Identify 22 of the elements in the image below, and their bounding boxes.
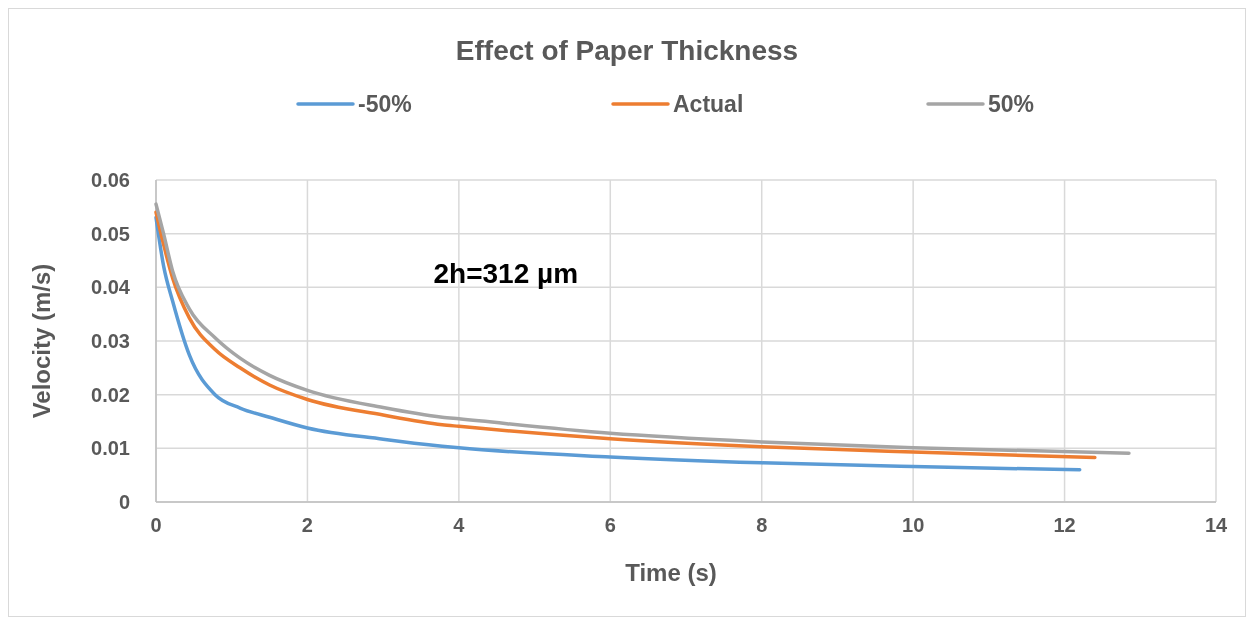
- x-tick-label: 4: [453, 514, 466, 536]
- chart-title: Effect of Paper Thickness: [455, 35, 799, 66]
- y-tick-label: 0.06: [91, 169, 130, 191]
- x-tick-label: 2: [301, 514, 313, 536]
- y-tick-label: 0.04: [91, 276, 131, 299]
- y-axis-title: Velocity (m/s): [28, 263, 55, 419]
- annotation: 2h=312 µm: [433, 258, 579, 290]
- x-tick-label: 8: [756, 514, 768, 536]
- legend-label: -50%: [358, 91, 412, 117]
- y-tick-label: 0.01: [91, 437, 130, 460]
- y-tick-label: 0.05: [91, 222, 130, 245]
- y-tick-label: 0: [118, 491, 130, 513]
- legend-label: Actual: [673, 91, 744, 117]
- y-tick-label: 0.03: [91, 330, 130, 352]
- x-tick-label: 6: [604, 514, 616, 536]
- y-tick-label: 0.02: [91, 383, 130, 406]
- x-tick-label: 10: [902, 514, 925, 536]
- x-tick-label: 0: [150, 514, 162, 536]
- legend-label: 50%: [988, 91, 1035, 117]
- x-tick-label: 12: [1053, 514, 1076, 536]
- x-axis-title: Time (s): [625, 559, 717, 586]
- x-tick-label: 14: [1204, 514, 1228, 536]
